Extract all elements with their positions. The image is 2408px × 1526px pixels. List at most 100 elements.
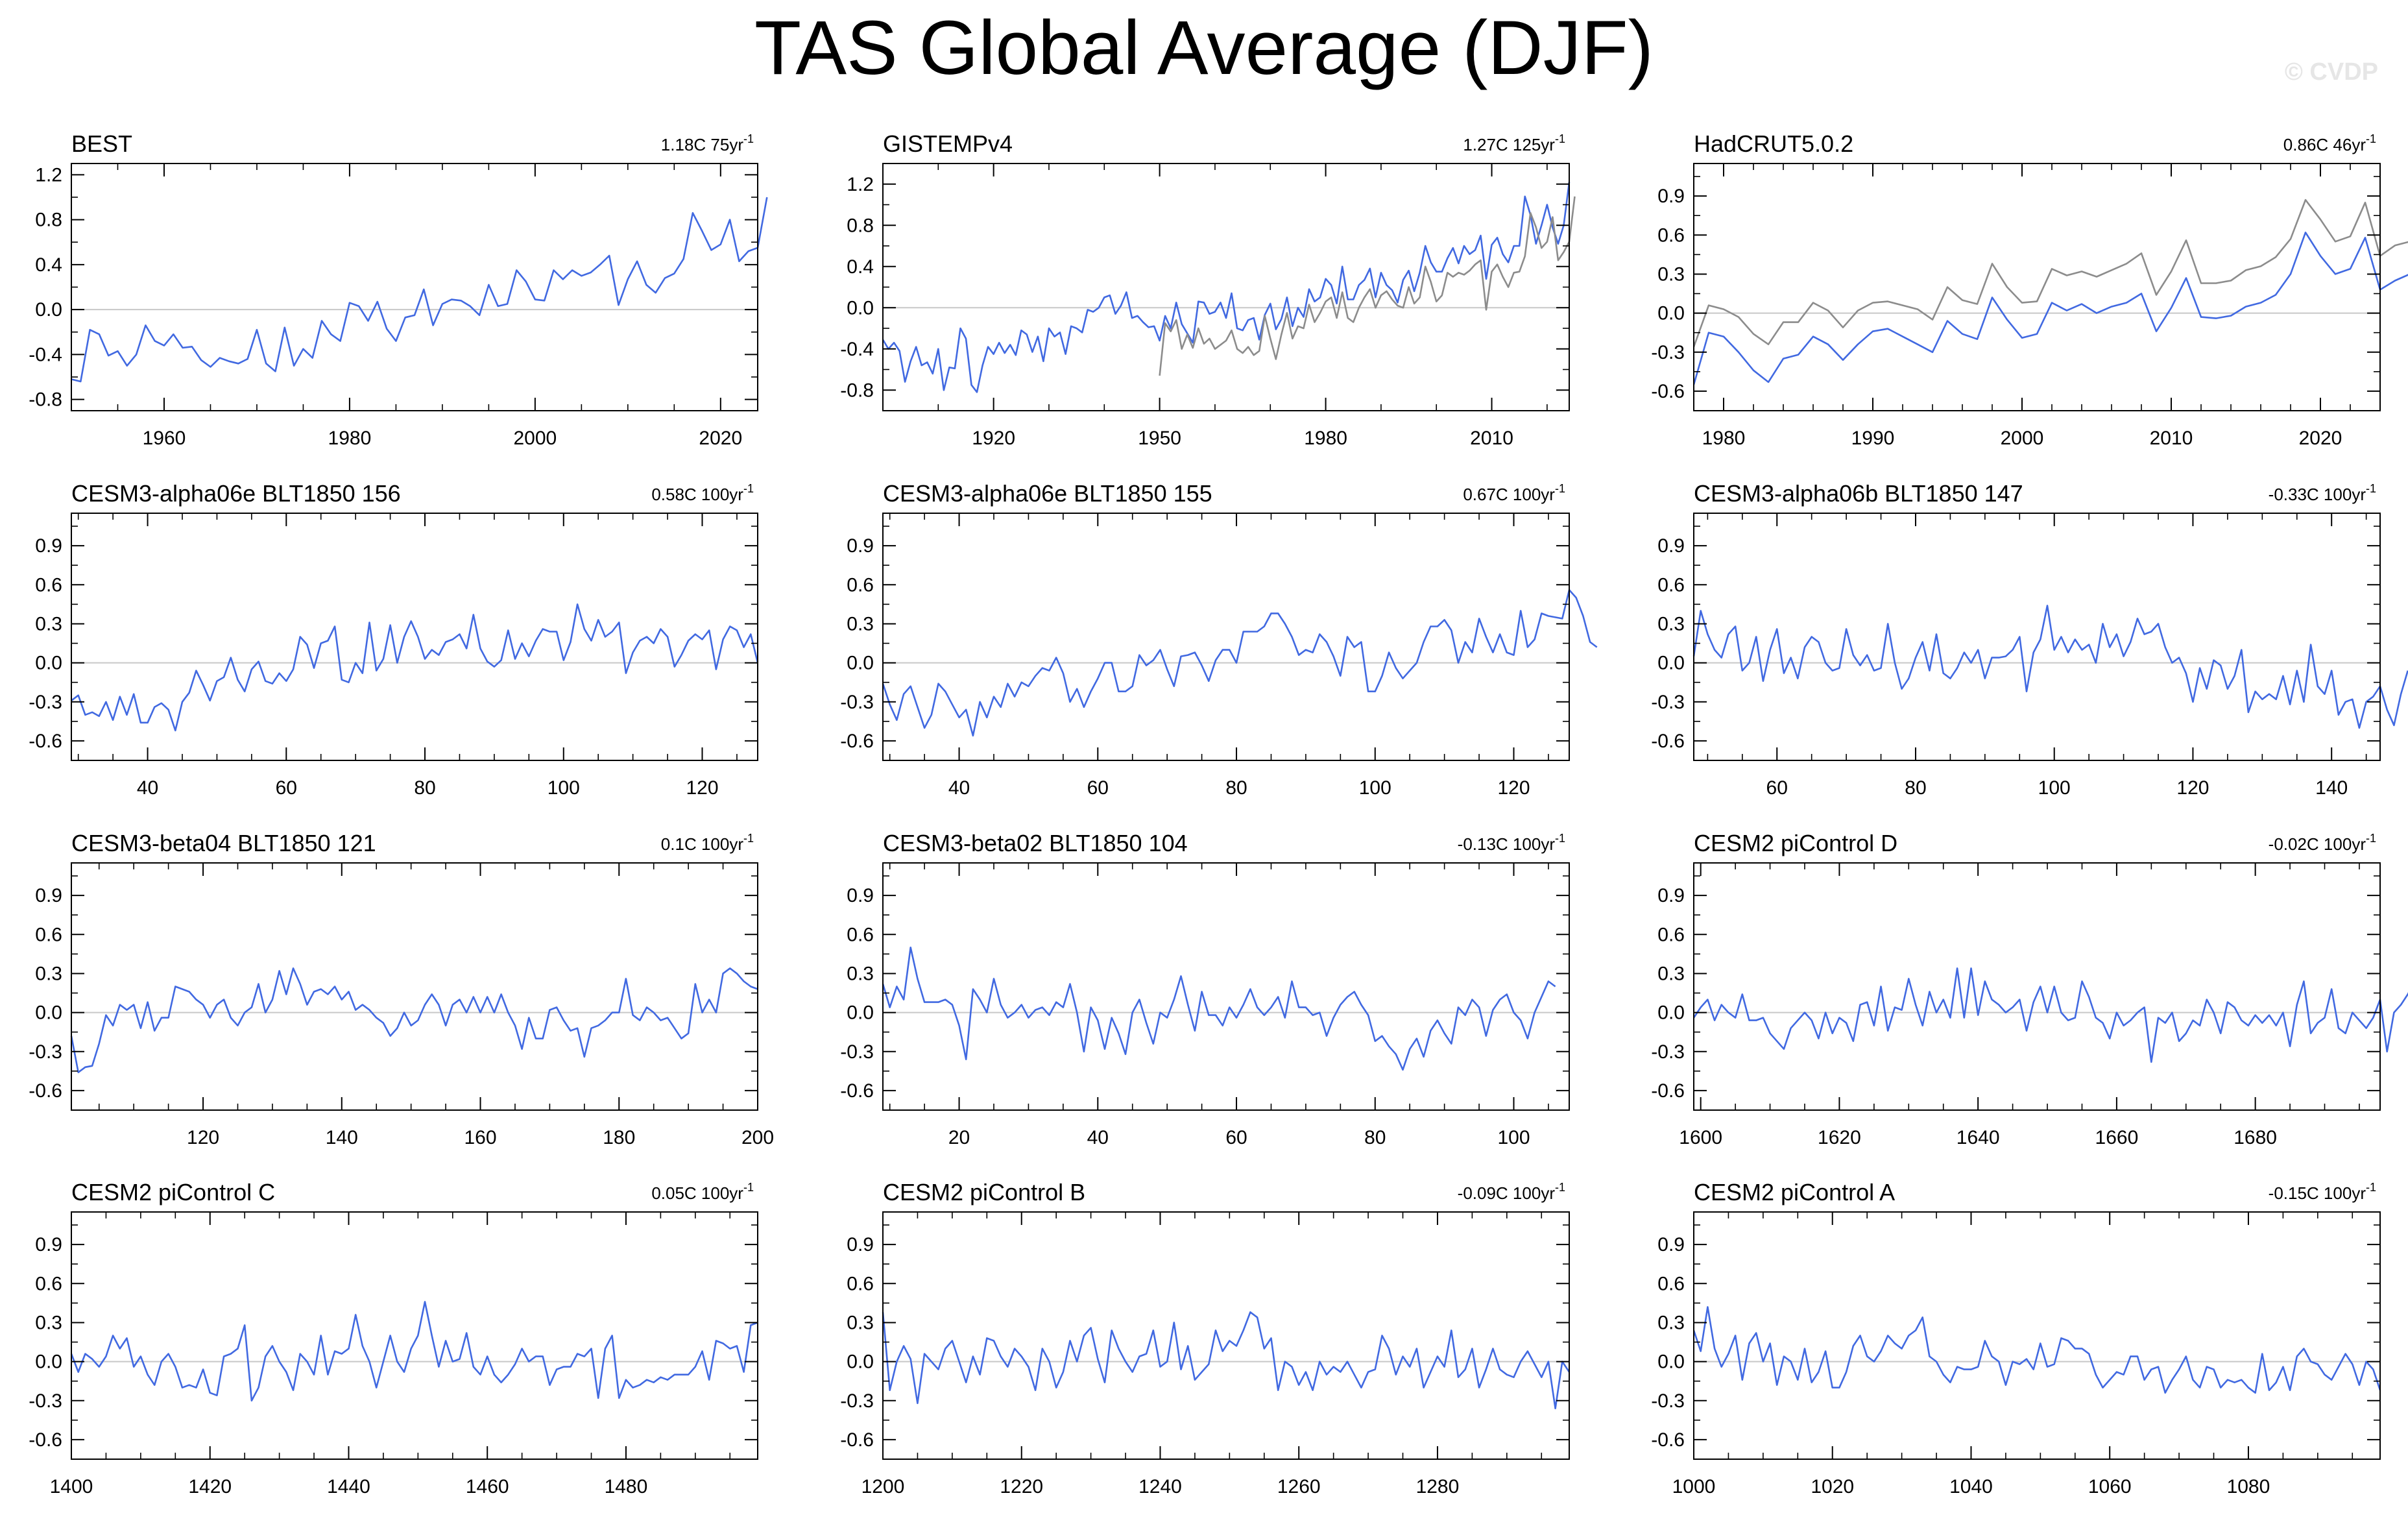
trend-unit-superscript: -1 — [743, 132, 754, 145]
panel-title: CESM2 piControl A — [1694, 1179, 1895, 1205]
trend-unit-superscript: -1 — [2366, 482, 2376, 495]
y-tick-label: -0.4 — [840, 339, 874, 360]
x-tick-label: 2020 — [2299, 428, 2342, 449]
trend-label-text: -0.13C 100yr — [1458, 834, 1556, 854]
y-tick-label: 0.6 — [35, 1273, 62, 1294]
x-tick-label: 100 — [548, 777, 580, 799]
x-tick-label: 1920 — [972, 428, 1015, 449]
x-tick-label: 1980 — [1304, 428, 1347, 449]
chart-panel-11: 1200 1220 1240 1260 1280 -0.6 -0.3 0.0 0.3 0.6 0.9… — [840, 1179, 1571, 1497]
trend-label-text: -0.33C 100yr — [2269, 485, 2366, 504]
series-line-1 — [70, 967, 758, 1074]
panel-title: BEST — [71, 130, 132, 157]
x-tick-label: 100 — [1497, 1127, 1530, 1148]
x-tick-label: 120 — [686, 777, 718, 799]
y-tick-label: -0.6 — [1651, 1429, 1685, 1451]
x-tick-label: 1990 — [1851, 428, 1895, 449]
chart-panel-3: 1980 1990 2000 2010 2020 -0.6 -0.3 0.0 0.3 0.6 0.9… — [1651, 130, 2408, 449]
trend-unit-superscript: -1 — [2366, 1181, 2376, 1194]
y-tick-label: 0.0 — [847, 653, 874, 674]
x-tick-label: 1600 — [1679, 1127, 1722, 1148]
y-tick-label: 0.9 — [1657, 186, 1685, 207]
y-tick-label: 0.0 — [35, 653, 62, 674]
x-tick-label: 1080 — [2227, 1476, 2270, 1497]
trend-label-text: -0.15C 100yr — [2269, 1183, 2366, 1203]
series-line-1 — [1692, 967, 2408, 1063]
plot-frame — [882, 513, 1570, 761]
trend-label: 1.18C 75yr-1 — [661, 132, 754, 154]
chart-panel-5: 40 60 80 100 120 -0.6 -0.3 0.0 0.3 0.6 0.9 CESM3-al… — [840, 480, 1598, 799]
y-tick-label: 1.2 — [35, 164, 62, 186]
trend-label-text: 0.86C 46yr — [2283, 135, 2366, 154]
x-tick-label: 60 — [1087, 777, 1109, 799]
x-tick-label: 60 — [276, 777, 297, 799]
x-tick-label: 1680 — [2233, 1127, 2277, 1148]
panel-title: CESM2 piControl C — [71, 1179, 275, 1205]
x-tick-label: 200 — [741, 1127, 774, 1148]
x-tick-label: 60 — [1766, 777, 1788, 799]
series-line-1 — [71, 197, 768, 383]
y-tick-label: -0.6 — [840, 1080, 874, 1102]
y-tick-label: -0.6 — [840, 731, 874, 752]
trend-label: 0.1C 100yr-1 — [661, 832, 754, 854]
x-tick-label: 140 — [326, 1127, 358, 1148]
y-tick-label: 0.9 — [847, 1234, 874, 1255]
trend-label-text: 0.1C 100yr — [661, 834, 744, 854]
trend-unit-superscript: -1 — [1555, 832, 1565, 845]
trend-label: -0.02C 100yr-1 — [2269, 832, 2376, 854]
x-tick-label: 1440 — [327, 1476, 370, 1497]
series-line-1 — [1692, 605, 2408, 729]
trend-label-text: -0.09C 100yr — [1458, 1183, 1556, 1203]
y-tick-label: -0.6 — [840, 1429, 874, 1451]
y-tick-label: 0.6 — [847, 924, 874, 945]
cvdp-watermark: © CVDP — [2284, 58, 2378, 86]
y-tick-label: 0.0 — [847, 1002, 874, 1024]
y-tick-label: -0.6 — [29, 731, 62, 752]
x-tick-label: 1420 — [188, 1476, 232, 1497]
x-tick-label: 1020 — [1811, 1476, 1854, 1497]
x-tick-label: 1000 — [1672, 1476, 1716, 1497]
trend-unit-superscript: -1 — [743, 832, 754, 845]
series-line-1 — [71, 603, 759, 732]
panel-title: CESM2 piControl B — [883, 1179, 1085, 1205]
trend-label: -0.33C 100yr-1 — [2269, 482, 2376, 504]
panel-title: CESM3-alpha06e BLT1850 156 — [71, 480, 401, 507]
y-tick-label: 0.3 — [1657, 263, 1685, 285]
x-tick-label: 2000 — [2001, 428, 2044, 449]
y-tick-label: -0.3 — [1651, 1041, 1685, 1063]
trend-label: 0.67C 100yr-1 — [1463, 482, 1565, 504]
y-tick-label: 0.3 — [1657, 963, 1685, 984]
trend-label: 0.86C 46yr-1 — [2283, 132, 2376, 154]
x-tick-label: 120 — [2176, 777, 2209, 799]
x-tick-label: 1950 — [1138, 428, 1181, 449]
y-tick-label: -0.3 — [840, 692, 874, 713]
panel-title: CESM3-beta02 BLT1850 104 — [883, 830, 1188, 856]
y-tick-label: 0.0 — [1657, 1351, 1685, 1373]
y-tick-label: 0.0 — [35, 299, 62, 321]
y-tick-label: 0.9 — [1657, 1234, 1685, 1255]
chart-panel-2: 1920 1950 1980 2010 -0.8 -0.4 0.0 0.4 0.8 1.2 GIST… — [840, 130, 1576, 449]
y-tick-label: 0.9 — [1657, 885, 1685, 906]
x-tick-label: 1460 — [466, 1476, 509, 1497]
y-tick-label: -0.6 — [29, 1429, 62, 1451]
y-tick-label: 1.2 — [847, 174, 874, 195]
x-tick-label: 2010 — [2150, 428, 2193, 449]
trend-label: 0.05C 100yr-1 — [651, 1181, 754, 1203]
y-tick-label: -0.6 — [1651, 1080, 1685, 1102]
y-tick-label: 0.4 — [847, 256, 874, 278]
y-tick-label: -0.4 — [29, 344, 62, 365]
plot-frame — [1693, 1211, 2381, 1460]
trend-label: -0.09C 100yr-1 — [1458, 1181, 1565, 1203]
y-tick-label: 0.6 — [1657, 224, 1685, 246]
chart-panel-1: 1960 1980 2000 2020 -0.8 -0.4 0.0 0.4 0.8 1.2 BEST… — [29, 130, 768, 449]
x-tick-label: 1660 — [2095, 1127, 2139, 1148]
y-tick-label: 0.0 — [1657, 653, 1685, 674]
series-line-1 — [882, 182, 1571, 393]
x-tick-label: 20 — [948, 1127, 970, 1148]
x-tick-label: 1200 — [861, 1476, 905, 1497]
y-tick-label: -0.3 — [1651, 1390, 1685, 1412]
trend-unit-superscript: -1 — [743, 1181, 754, 1194]
y-tick-label: 0.3 — [35, 1312, 62, 1333]
